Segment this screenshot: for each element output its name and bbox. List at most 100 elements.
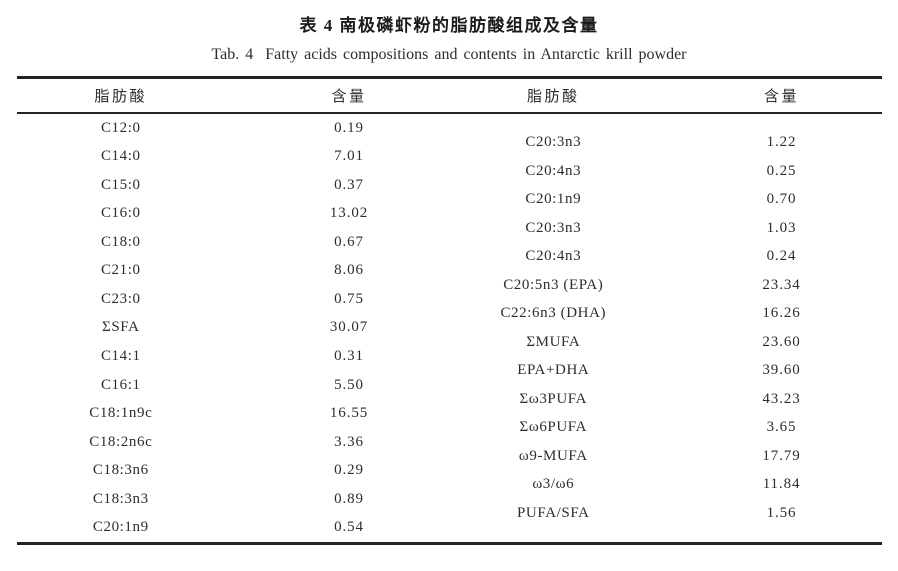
content-value: 0.75 [334,290,364,307]
fatty-acid-label: ΣMUFA [526,333,581,350]
table-row: C18:3n6 0.29 [17,456,450,485]
fatty-acid-label: C23:0 [100,290,141,307]
content-value: 11.84 [762,476,801,493]
table-row: C20:4n3 0.24 [450,243,883,272]
fatty-acid-label: PUFA/SFA [516,504,590,521]
table-row: C20:3n3 1.22 [450,129,883,158]
fatty-acid-label: C14:0 [100,148,141,165]
content-value: 1.22 [766,134,797,151]
table-row: C18:3n3 0.89 [17,485,450,514]
table-row: C18:1n9c 16.55 [17,399,450,428]
fatty-acid-label: C14:1 [100,348,141,365]
table-row: C14:0 7.01 [17,143,450,172]
content-value: 16.26 [762,305,801,322]
content-value: 39.60 [762,362,801,379]
fatty-acid-label: Σω6PUFA [519,419,588,436]
table-row: C21:0 8.06 [17,257,450,286]
table-row: C12:0 0.19 [17,114,450,143]
column-header-fatty-acid-right: 脂肪酸 [527,88,580,105]
content-value: 1.03 [766,219,797,236]
content-value: 0.89 [334,490,364,507]
table-row: ΣSFA 30.07 [17,314,450,343]
table-row: C23:0 0.75 [17,285,450,314]
content-value: 0.54 [334,519,364,536]
fatty-acid-label: C16:0 [100,205,141,222]
table-body: C12:0 0.19 C14:0 7.01 C15:0 0.37 C16:0 1… [17,114,882,542]
content-value: 0.19 [334,119,364,136]
column-header-content-left: 含量 [331,88,367,105]
content-value: 0.29 [334,462,364,479]
fatty-acid-label: C20:4n3 [525,248,582,265]
table-right-column: C20:3n3 1.22 C20:4n3 0.25 C20:1n9 0.70 C… [450,114,883,542]
content-value: 0.24 [766,248,797,265]
table-row: PUFA/SFA 1.56 [450,499,883,528]
content-value: 0.31 [334,348,364,365]
table-rule-top [17,76,882,79]
content-value: 23.60 [762,333,801,350]
fatty-acid-label: C20:3n3 [525,219,582,236]
table-row: C18:0 0.67 [17,228,450,257]
table-row: C20:1n9 0.54 [17,513,450,542]
table-rule-bottom [17,542,882,545]
fatty-acid-label: C20:1n9 [525,191,582,208]
table-row: C20:5n3 (EPA) 23.34 [450,271,883,300]
fatty-acid-label: ω9-MUFA [518,447,588,464]
table-row: C20:4n3 0.25 [450,157,883,186]
fatty-acid-label: C16:1 [100,376,141,393]
table-rule-header-bottom [17,111,882,114]
fatty-acid-label: Σω3PUFA [519,390,588,407]
table-caption-en: Tab. 4 Fatty acids compositions and cont… [211,46,687,63]
fatty-acid-label: C20:1n9 [92,519,149,536]
content-value: 16.55 [329,405,369,422]
content-value: 3.36 [334,433,364,450]
table-row: Σω3PUFA 43.23 [450,385,883,414]
table-row: C20:3n3 1.03 [450,214,883,243]
table-row: C22:6n3 (DHA) 16.26 [450,300,883,329]
table-row: ω9-MUFA 17.79 [450,442,883,471]
fatty-acid-label: C22:6n3 (DHA) [500,305,607,322]
table-row: C18:2n6c 3.36 [17,428,450,457]
content-value: 5.50 [334,376,364,393]
table-row: ω3/ω6 11.84 [450,471,883,500]
table-row: C14:1 0.31 [17,342,450,371]
fatty-acid-label: C20:5n3 (EPA) [503,276,604,293]
fatty-acid-label: C20:3n3 [525,134,582,151]
fatty-acid-label: EPA+DHA [517,362,590,379]
fatty-acid-table: 脂肪酸 含量 脂肪酸 含量 C12:0 0.19 C14:0 7.01 [17,76,882,545]
table-row: C15:0 0.37 [17,171,450,200]
column-header-fatty-acid-left: 脂肪酸 [94,88,148,105]
fatty-acid-label: ω3/ω6 [532,476,575,493]
fatty-acid-label: C18:2n6c [89,433,153,450]
content-value: 3.65 [766,419,797,436]
content-value: 1.56 [766,504,797,521]
fatty-acid-label: C18:3n3 [92,490,149,507]
table-left-column: C12:0 0.19 C14:0 7.01 C15:0 0.37 C16:0 1… [17,114,450,542]
table-row: C16:1 5.50 [17,371,450,400]
table-row: EPA+DHA 39.60 [450,357,883,386]
header-right-half: 脂肪酸 含量 [450,85,883,106]
content-value: 8.06 [334,262,364,279]
header-left-half: 脂肪酸 含量 [17,85,450,106]
content-value: 7.01 [334,148,364,165]
content-value: 13.02 [329,205,369,222]
content-value: 43.23 [762,390,801,407]
fatty-acid-label: C20:4n3 [525,162,582,179]
fatty-acid-label: C12:0 [100,119,141,136]
table-row: Σω6PUFA 3.65 [450,414,883,443]
table-header-row: 脂肪酸 含量 脂肪酸 含量 [17,79,882,112]
content-value: 0.37 [334,176,364,193]
content-value: 23.34 [762,276,801,293]
fatty-acid-label: C21:0 [100,262,141,279]
column-header-content-right: 含量 [764,88,800,105]
table-row: C16:0 13.02 [17,200,450,229]
table-caption-zh: 表 4 南极磷虾粉的脂肪酸组成及含量 [299,16,599,35]
content-value: 0.70 [766,191,797,208]
table-row: C20:1n9 0.70 [450,186,883,215]
content-value: 0.25 [766,162,797,179]
table-row: ΣMUFA 23.60 [450,328,883,357]
fatty-acid-label: C18:1n9c [89,405,153,422]
fatty-acid-label: ΣSFA [102,319,140,336]
fatty-acid-label: C18:0 [100,233,141,250]
fatty-acid-label: C15:0 [100,176,141,193]
